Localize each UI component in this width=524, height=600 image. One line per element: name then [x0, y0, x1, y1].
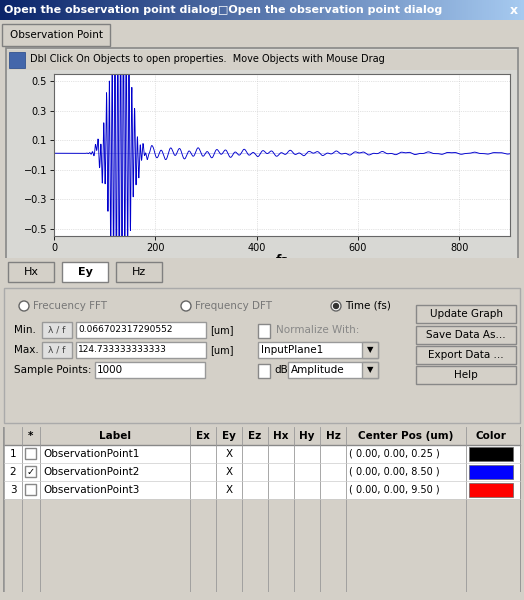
Text: Normalize With:: Normalize With:: [276, 325, 359, 335]
Bar: [288, 362, 378, 378]
Text: Min.: Min.: [14, 325, 36, 335]
Bar: [258, 342, 378, 358]
Bar: [95, 362, 205, 378]
Text: ▼: ▼: [367, 365, 373, 374]
Bar: [4, 499, 520, 592]
Bar: [76, 342, 206, 358]
Text: ObservationPoint1: ObservationPoint1: [43, 449, 139, 459]
Text: ( 0.00, 0.00, 9.50 ): ( 0.00, 0.00, 9.50 ): [349, 485, 440, 495]
Text: Hz: Hz: [325, 431, 341, 441]
Bar: [469, 483, 513, 497]
Text: ( 0.00, 0.00, 0.25 ): ( 0.00, 0.00, 0.25 ): [349, 449, 440, 459]
Bar: [258, 324, 270, 338]
Bar: [362, 342, 378, 358]
Text: Amplitude: Amplitude: [291, 365, 345, 375]
Text: Color: Color: [476, 431, 506, 441]
Text: ( 0.00, 0.00, 8.50 ): ( 0.00, 0.00, 8.50 ): [349, 467, 440, 477]
Text: X: X: [225, 485, 233, 495]
Circle shape: [333, 304, 339, 308]
X-axis label: fs: fs: [276, 254, 288, 268]
Text: ▼: ▼: [367, 346, 373, 355]
Text: Help: Help: [454, 370, 478, 380]
Text: Frecuency FFT: Frecuency FFT: [33, 301, 107, 311]
Bar: [469, 465, 513, 479]
Text: [um]: [um]: [210, 325, 234, 335]
Text: dB: dB: [274, 365, 288, 375]
Text: X: X: [225, 449, 233, 459]
Circle shape: [331, 301, 341, 311]
Bar: [416, 366, 516, 384]
Bar: [4, 481, 520, 499]
Bar: [25, 448, 36, 459]
Text: Frequency DFT: Frequency DFT: [195, 301, 272, 311]
FancyBboxPatch shape: [62, 262, 108, 282]
Bar: [469, 447, 513, 461]
Bar: [4, 427, 520, 445]
Text: Ey: Ey: [78, 267, 92, 277]
Bar: [362, 362, 378, 378]
Text: *: *: [28, 431, 34, 441]
Bar: [25, 484, 36, 495]
Text: Hx: Hx: [273, 431, 289, 441]
Text: InputPlane1: InputPlane1: [261, 345, 323, 355]
Text: ✓: ✓: [26, 467, 35, 477]
Bar: [7, 50, 517, 70]
Text: 2: 2: [9, 467, 16, 477]
Text: Update Graph: Update Graph: [430, 309, 503, 319]
Text: Save Data As...: Save Data As...: [426, 330, 506, 340]
Circle shape: [19, 301, 29, 311]
Text: 124.733333333333: 124.733333333333: [78, 346, 167, 355]
Text: X: X: [225, 467, 233, 477]
Text: Time (fs): Time (fs): [345, 301, 391, 311]
Text: 1: 1: [9, 449, 16, 459]
Bar: [4, 463, 520, 481]
Text: Observation Point: Observation Point: [9, 30, 103, 40]
Bar: [76, 322, 206, 338]
FancyBboxPatch shape: [6, 48, 518, 260]
Bar: [258, 364, 270, 378]
Text: Label: Label: [99, 431, 131, 441]
Bar: [25, 466, 36, 477]
Text: Ez: Ez: [248, 431, 261, 441]
Bar: [42, 322, 72, 338]
Text: Sample Points:: Sample Points:: [14, 365, 92, 375]
FancyBboxPatch shape: [116, 262, 162, 282]
Circle shape: [181, 301, 191, 311]
Text: [um]: [um]: [210, 345, 234, 355]
Text: 0.066702317290552: 0.066702317290552: [78, 325, 172, 335]
Text: Ey: Ey: [222, 431, 236, 441]
Bar: [9, 52, 25, 68]
Text: λ / f: λ / f: [48, 346, 66, 355]
Text: 1000: 1000: [97, 365, 123, 375]
Text: x: x: [510, 4, 518, 16]
Text: ObservationPoint2: ObservationPoint2: [43, 467, 139, 477]
Bar: [416, 305, 516, 323]
Text: Center Pos (um): Center Pos (um): [358, 431, 454, 441]
FancyBboxPatch shape: [8, 262, 54, 282]
Text: Open the observation point dialog□Open the observation point dialog: Open the observation point dialog□Open t…: [4, 5, 442, 15]
Text: Max.: Max.: [14, 345, 39, 355]
Text: ObservationPoint3: ObservationPoint3: [43, 485, 139, 495]
Text: λ / f: λ / f: [48, 325, 66, 335]
Text: Hy: Hy: [299, 431, 315, 441]
Text: Ex: Ex: [196, 431, 210, 441]
Bar: [42, 342, 72, 358]
Text: Hx: Hx: [24, 267, 38, 277]
Text: Dbl Click On Objects to open properties.  Move Objects with Mouse Drag: Dbl Click On Objects to open properties.…: [30, 54, 385, 64]
Bar: [2, 24, 110, 46]
Bar: [416, 346, 516, 364]
Text: Export Data ...: Export Data ...: [428, 350, 504, 360]
Text: 3: 3: [9, 485, 16, 495]
Text: Hz: Hz: [132, 267, 146, 277]
Bar: [4, 445, 520, 463]
Bar: [416, 326, 516, 344]
